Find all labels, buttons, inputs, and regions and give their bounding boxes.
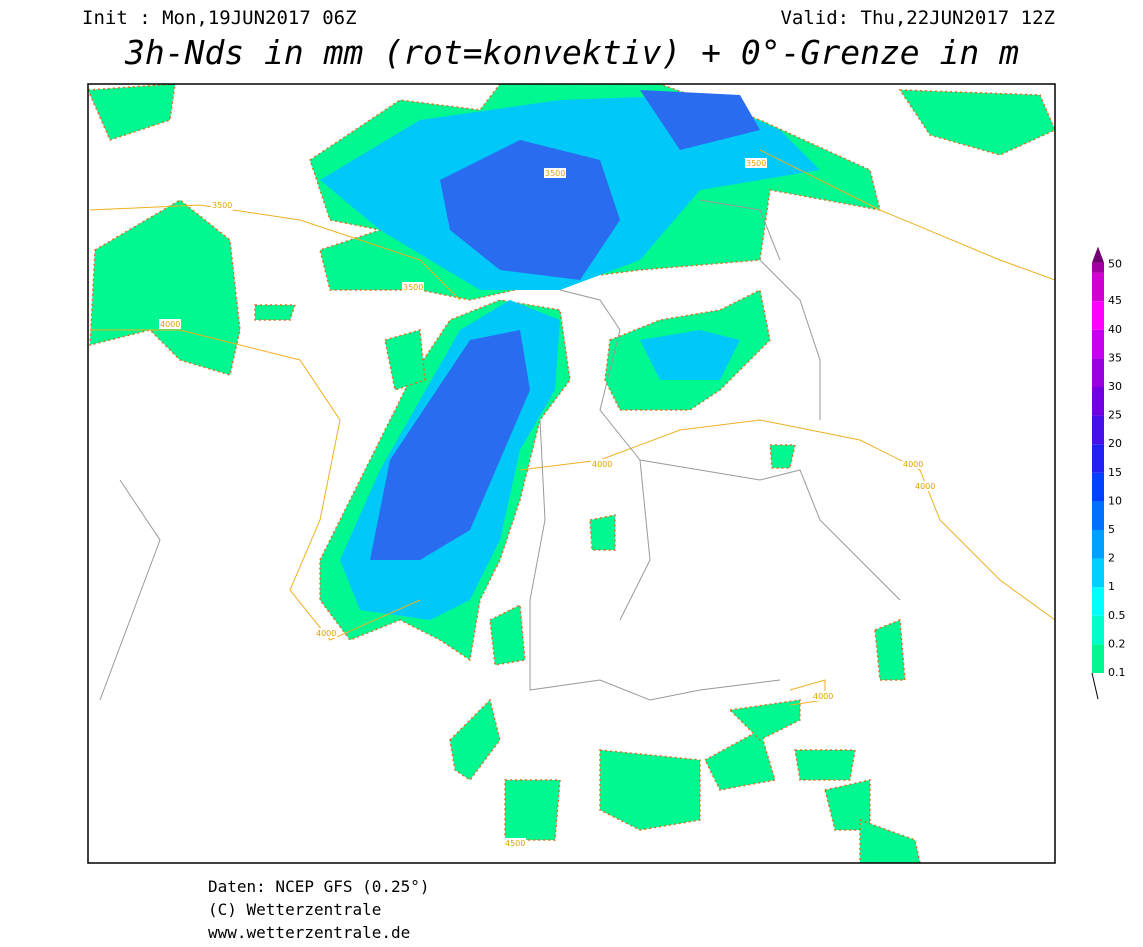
legend-label: 10 — [1108, 494, 1122, 507]
legend-label: 0.2 — [1108, 637, 1126, 650]
contour-label-bg — [211, 200, 233, 210]
legend-swatch — [1092, 558, 1104, 588]
legend-swatch — [1092, 587, 1104, 616]
legend-label: 30 — [1108, 380, 1122, 393]
contour-label-bg — [812, 691, 834, 701]
contour-label: 4500 — [505, 839, 525, 848]
footer-source: Daten: NCEP GFS (0.25°) — [208, 877, 430, 896]
contour-label: 4000 — [160, 320, 180, 329]
legend-label: 15 — [1108, 466, 1122, 479]
legend-swatch — [1092, 444, 1104, 473]
legend-label: 1 — [1108, 580, 1115, 593]
valid-time: Valid: Thu,22JUN2017 12Z — [780, 7, 1055, 29]
legend-swatch — [1092, 501, 1104, 530]
map-frame — [87, 83, 1056, 864]
legend-label: 25 — [1108, 409, 1122, 422]
init-time: Init : Mon,19JUN2017 06Z — [82, 7, 357, 29]
legend-label: 40 — [1108, 323, 1122, 336]
legend-swatch — [1092, 358, 1104, 387]
precip-heavy — [370, 90, 760, 560]
legend-swatch — [1092, 415, 1104, 445]
contour-label-bg — [745, 158, 767, 168]
legend-swatch — [1092, 329, 1104, 359]
legend-label: 5 — [1108, 523, 1115, 536]
map: 3500 3500 3500 3500 4000 4000 4000 4000 4000 4000… — [87, 83, 1056, 864]
contour-label-bg — [902, 459, 924, 469]
contour-label: 4000 — [813, 692, 833, 701]
legend-swatch — [1092, 262, 1104, 273]
legend-swatch — [1092, 644, 1104, 673]
legend-label: 2 — [1108, 552, 1115, 565]
contour-label: 3500 — [746, 159, 766, 168]
contour-label: 4000 — [592, 460, 612, 469]
legend-swatch — [1092, 530, 1104, 559]
contour-label-bg — [159, 319, 181, 329]
legend-label: 0.5 — [1108, 609, 1126, 622]
contour-label: 3500 — [403, 283, 423, 292]
contour-label-bg — [591, 459, 613, 469]
legend-label: 50 — [1108, 258, 1122, 271]
contour-label-bg — [544, 168, 566, 178]
contour-label-bg — [402, 282, 424, 292]
contour-label: 4000 — [316, 629, 336, 638]
legend-label: 35 — [1108, 351, 1122, 364]
legend-label: 20 — [1108, 437, 1122, 450]
contour-label: 4000 — [915, 482, 935, 491]
contour-label: 3500 — [212, 201, 232, 210]
borders — [99, 199, 901, 701]
contour-label: 3500 — [545, 169, 565, 178]
legend-swatch — [1092, 301, 1104, 330]
legend-swatch — [1092, 472, 1104, 502]
footer-copyright: (C) Wetterzentrale — [208, 900, 381, 919]
legend-label: 45 — [1108, 294, 1122, 307]
legend-swatch — [1092, 387, 1104, 416]
legend-swatch — [1092, 272, 1104, 302]
contour-label-bg — [315, 628, 337, 638]
contour-label-bg — [914, 481, 936, 491]
contour-label: 4000 — [903, 460, 923, 469]
footer-url: www.wetterzentrale.de — [208, 923, 410, 942]
legend-swatch — [1092, 615, 1104, 645]
legend-tail — [1091, 672, 1099, 700]
contour-label-bg — [504, 838, 526, 848]
legend-label: 0.1 — [1108, 666, 1126, 679]
map-title: 3h-Nds in mm (rot=konvektiv) + 0°-Grenze… — [124, 33, 1019, 72]
legend-arrow — [1092, 246, 1104, 263]
